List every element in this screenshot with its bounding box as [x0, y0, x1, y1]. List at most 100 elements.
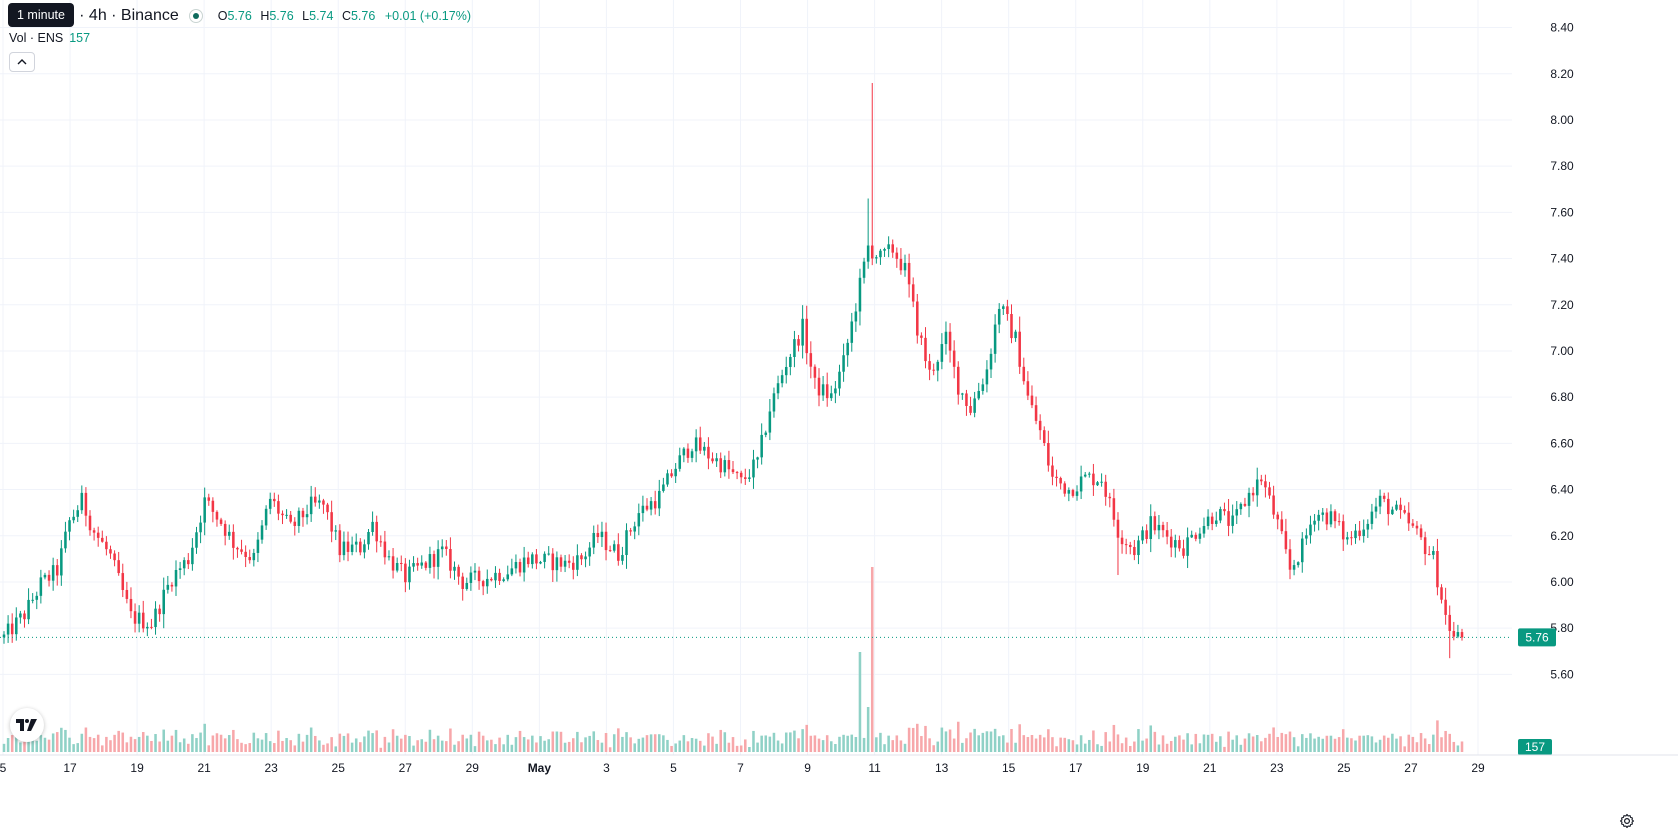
candle-body — [956, 366, 960, 395]
volume-bar — [1341, 729, 1345, 752]
candle-body — [6, 623, 10, 635]
volume-bar — [359, 742, 362, 752]
volume-bar — [133, 739, 137, 752]
candle-body — [653, 501, 657, 509]
volume-bar — [457, 741, 460, 752]
volume-bar — [1174, 736, 1177, 752]
candle-body — [813, 366, 817, 378]
volume-bar — [1133, 741, 1136, 752]
volume-bar — [1128, 745, 1132, 752]
candle-body — [449, 549, 452, 571]
high-value: 5.76 — [269, 9, 294, 23]
volume-bar — [1034, 738, 1038, 752]
volume-bar — [1272, 727, 1275, 752]
y-tick-label: 5.60 — [1550, 667, 1574, 681]
market-status-icon — [188, 9, 203, 23]
candle-body — [559, 557, 563, 567]
volume-bar — [420, 739, 424, 752]
candle-body — [916, 301, 919, 336]
candle-body — [674, 468, 677, 477]
candle-body — [170, 584, 174, 587]
candle-body — [1329, 511, 1333, 525]
volume-bar — [805, 724, 808, 752]
candle-body — [1268, 487, 1271, 496]
volume-bar — [309, 727, 313, 752]
candle-body — [1202, 526, 1206, 534]
candle-body — [784, 366, 788, 376]
candle-body — [731, 469, 735, 473]
candle-body — [1178, 540, 1181, 549]
volume-bar — [141, 732, 145, 752]
volume-bar — [461, 734, 464, 752]
volume-bar — [1186, 733, 1189, 752]
candle-body — [1223, 509, 1226, 512]
candle-body — [1124, 544, 1128, 546]
volume-bar — [96, 734, 100, 752]
last-volume-label: 157 — [1525, 740, 1545, 754]
volume-bar — [117, 730, 120, 752]
volume-bar — [727, 742, 731, 752]
candle-body — [834, 388, 837, 394]
volume-bar — [883, 744, 886, 752]
volume-bar — [608, 747, 612, 752]
candle-body — [39, 577, 43, 596]
volume-bar — [907, 727, 911, 752]
x-tick-label: 15 — [1002, 761, 1016, 775]
volume-bar — [76, 743, 79, 752]
collapse-legend-button[interactable] — [9, 52, 35, 72]
volume-bar — [150, 740, 153, 752]
open-label: O — [217, 9, 228, 23]
candle-body — [1120, 537, 1124, 545]
candle-body — [256, 539, 260, 553]
candle-body — [1350, 537, 1353, 539]
volume-bar — [711, 736, 714, 752]
candle-body — [887, 244, 890, 250]
y-tick-label: 7.40 — [1550, 252, 1574, 266]
tradingview-logo-icon[interactable] — [10, 708, 44, 742]
volume-bar — [469, 734, 473, 752]
x-tick-label: 5 — [670, 761, 677, 775]
volume-bar — [1198, 743, 1202, 752]
x-tick-label: 19 — [1136, 761, 1150, 775]
volume-bar — [821, 740, 825, 752]
volume-bar — [1333, 738, 1337, 752]
volume-label[interactable]: Vol · ENS — [9, 31, 64, 45]
volume-bar — [342, 735, 346, 752]
volume-bar — [109, 740, 112, 752]
candle-body — [1133, 546, 1136, 556]
candle-body — [1427, 554, 1431, 556]
candle-body — [1169, 536, 1173, 548]
volume-bar — [1288, 731, 1292, 752]
volume-bar — [31, 737, 34, 752]
volume-bar — [981, 732, 985, 752]
x-tick-label: 5 — [0, 761, 7, 775]
candle-body — [1010, 314, 1013, 339]
candle-body — [1309, 524, 1312, 536]
volume-bar — [1411, 736, 1415, 752]
volume-bar — [1358, 735, 1361, 752]
volume-bar — [547, 739, 550, 752]
candle-body — [809, 353, 813, 367]
volume-bar — [510, 744, 514, 752]
volume-bar — [166, 740, 170, 752]
candle-body — [797, 339, 800, 346]
gear-icon[interactable] — [1618, 812, 1636, 830]
volume-bar — [1161, 735, 1165, 752]
volume-bar — [535, 742, 538, 752]
volume-bar — [477, 731, 481, 752]
candle-body — [1002, 306, 1005, 309]
candle-body — [2, 634, 6, 638]
volume-bar — [371, 733, 374, 752]
candle-body — [535, 554, 538, 564]
candle-body — [846, 342, 849, 356]
candle-body — [68, 520, 71, 532]
candle-body — [1411, 523, 1415, 526]
candle-body — [1292, 565, 1296, 570]
volume-bar — [678, 740, 682, 752]
volume-bar — [989, 731, 993, 752]
candle-body — [146, 626, 149, 629]
candle-body — [330, 512, 333, 532]
volume-bar — [1075, 744, 1079, 752]
